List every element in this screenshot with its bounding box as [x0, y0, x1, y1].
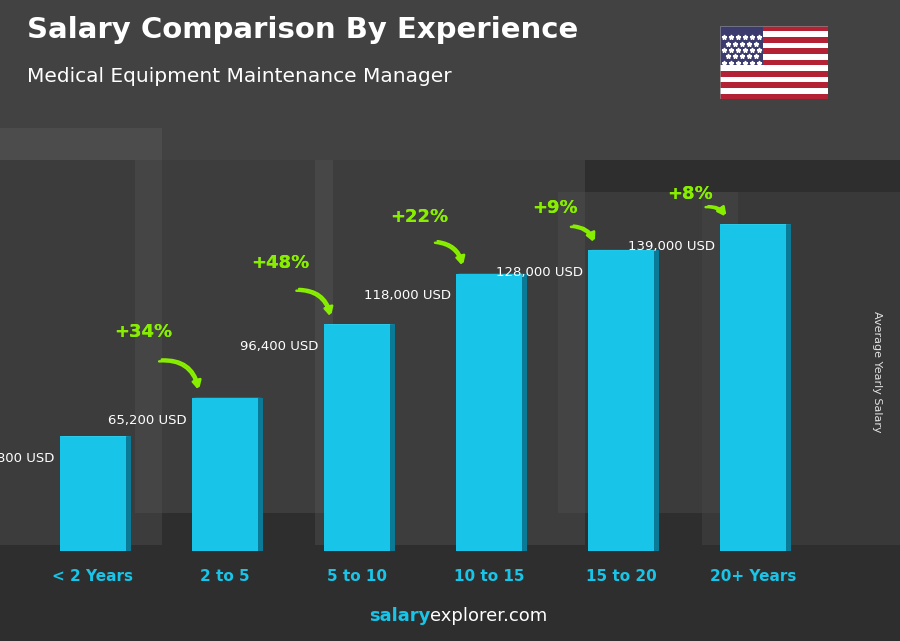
Bar: [720, 48, 828, 54]
Bar: [720, 82, 828, 88]
Polygon shape: [786, 224, 790, 551]
Bar: [720, 26, 763, 65]
Text: 118,000 USD: 118,000 USD: [364, 289, 451, 303]
Polygon shape: [654, 250, 659, 551]
Bar: [720, 224, 786, 551]
Text: Medical Equipment Maintenance Manager: Medical Equipment Maintenance Manager: [27, 67, 452, 87]
Text: 65,200 USD: 65,200 USD: [108, 413, 186, 427]
Text: 10 to 15: 10 to 15: [454, 569, 524, 584]
FancyArrowPatch shape: [573, 226, 594, 238]
FancyArrowPatch shape: [296, 291, 330, 313]
Bar: [720, 65, 828, 71]
FancyArrowPatch shape: [159, 362, 199, 387]
Text: +22%: +22%: [390, 208, 448, 226]
Text: +34%: +34%: [114, 323, 172, 341]
Bar: [720, 54, 828, 60]
Text: +34%: +34%: [114, 323, 172, 341]
Text: Salary Comparison By Experience: Salary Comparison By Experience: [27, 16, 578, 44]
FancyArrowPatch shape: [162, 360, 201, 386]
FancyArrowPatch shape: [437, 241, 464, 262]
Bar: [720, 37, 828, 43]
Text: 96,400 USD: 96,400 USD: [240, 340, 319, 353]
FancyArrowPatch shape: [435, 243, 463, 263]
FancyArrowPatch shape: [299, 289, 332, 312]
Bar: [720, 60, 828, 65]
Bar: [324, 324, 390, 551]
Bar: [720, 43, 828, 48]
Text: +8%: +8%: [667, 185, 713, 203]
Text: 2 to 5: 2 to 5: [200, 569, 250, 584]
Bar: [720, 77, 828, 82]
Bar: [315, 160, 585, 545]
Bar: [720, 88, 828, 94]
Text: 5 to 10: 5 to 10: [327, 569, 387, 584]
Text: 15 to 20: 15 to 20: [586, 569, 656, 584]
Text: explorer.com: explorer.com: [430, 607, 547, 625]
FancyArrowPatch shape: [706, 207, 724, 214]
Bar: [192, 398, 258, 551]
Polygon shape: [522, 274, 526, 551]
Bar: [456, 274, 522, 551]
Text: +9%: +9%: [532, 199, 578, 217]
Text: 139,000 USD: 139,000 USD: [627, 240, 715, 253]
Text: 128,000 USD: 128,000 USD: [496, 266, 582, 279]
Bar: [720, 71, 828, 77]
Bar: [60, 437, 126, 551]
Text: +9%: +9%: [532, 199, 578, 217]
Bar: [0, 0, 900, 160]
Bar: [720, 26, 828, 31]
Bar: [135, 160, 333, 513]
Text: 20+ Years: 20+ Years: [710, 569, 796, 584]
Text: +22%: +22%: [390, 208, 448, 226]
Polygon shape: [126, 437, 130, 551]
Text: +48%: +48%: [251, 254, 310, 272]
Bar: [558, 192, 738, 513]
Bar: [720, 94, 828, 99]
FancyArrowPatch shape: [708, 206, 725, 213]
FancyArrowPatch shape: [571, 227, 592, 240]
Text: salary: salary: [369, 607, 430, 625]
Bar: [702, 192, 900, 545]
Text: +48%: +48%: [251, 254, 310, 272]
Text: +8%: +8%: [667, 185, 713, 203]
Polygon shape: [390, 324, 394, 551]
Bar: [588, 250, 654, 551]
Text: Average Yearly Salary: Average Yearly Salary: [871, 311, 882, 433]
Bar: [0, 128, 162, 545]
Text: 48,800 USD: 48,800 USD: [0, 453, 55, 465]
Bar: [720, 31, 828, 37]
Text: < 2 Years: < 2 Years: [52, 569, 133, 584]
Polygon shape: [258, 398, 263, 551]
